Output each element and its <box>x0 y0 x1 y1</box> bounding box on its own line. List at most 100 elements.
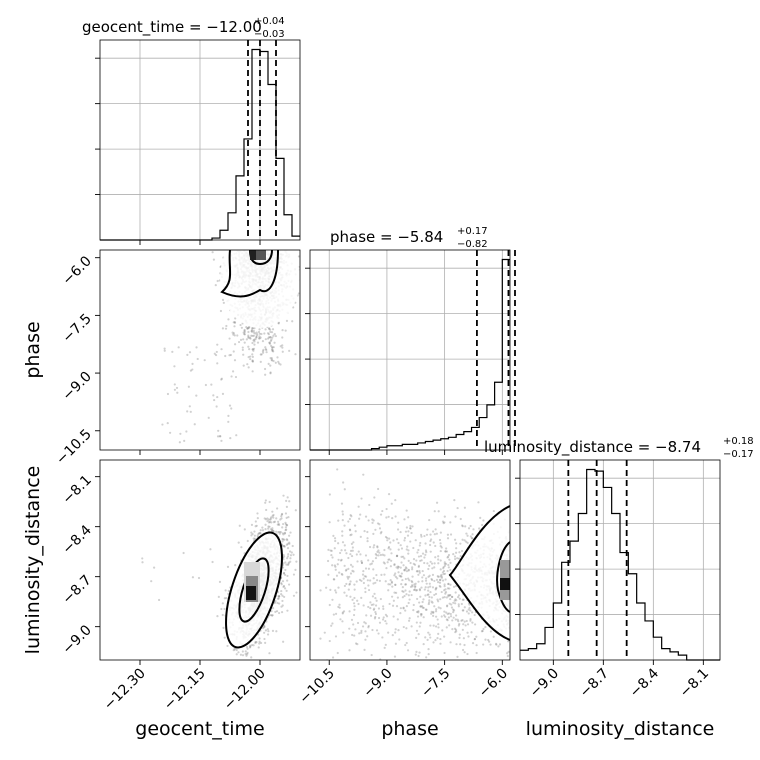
sample-point <box>356 560 359 563</box>
sample-point <box>465 619 468 623</box>
sample-point <box>434 592 438 596</box>
sample-point <box>405 593 408 596</box>
sample-point <box>269 528 273 531</box>
sample-point <box>409 585 413 588</box>
sample-point <box>229 245 231 247</box>
sample-point <box>334 565 337 568</box>
sample-point <box>250 643 254 647</box>
sample-point <box>349 549 353 552</box>
sample-point <box>489 630 493 633</box>
sample-point <box>286 579 289 582</box>
sample-point <box>191 368 194 371</box>
sample-point <box>392 615 395 618</box>
sample-point <box>271 328 275 331</box>
sample-point <box>247 245 249 247</box>
sample-point <box>372 546 375 549</box>
sample-point <box>251 341 254 345</box>
sample-point <box>457 620 460 623</box>
sample-point <box>427 589 430 592</box>
sample-point <box>423 588 426 591</box>
sample-point <box>263 237 265 239</box>
sample-point <box>261 526 264 529</box>
sample-point <box>332 613 335 616</box>
sample-point <box>280 583 283 586</box>
y-tick-label: −9.0 <box>59 622 94 657</box>
sample-point <box>514 556 516 558</box>
sample-point <box>212 258 216 261</box>
sample-point <box>243 341 246 344</box>
sample-point <box>152 566 156 569</box>
sample-point <box>352 541 355 544</box>
sample-point <box>461 609 464 612</box>
sample-point <box>157 598 161 602</box>
sample-point <box>397 541 400 545</box>
sample-point <box>444 550 447 553</box>
sample-point <box>278 523 281 527</box>
sample-point <box>444 615 447 618</box>
sample-point <box>449 533 453 536</box>
sample-point <box>267 525 270 528</box>
sample-point <box>417 610 420 613</box>
sample-point <box>453 627 457 630</box>
sample-point <box>230 375 233 378</box>
sample-point <box>458 551 461 554</box>
sample-point <box>445 626 448 629</box>
sample-point <box>438 538 442 542</box>
sample-point <box>282 584 286 588</box>
sample-point <box>264 346 267 349</box>
sample-point <box>448 594 451 597</box>
sample-point <box>276 523 279 526</box>
sample-point <box>415 589 418 592</box>
sample-point <box>461 628 464 631</box>
sample-point <box>284 561 287 564</box>
sample-point <box>351 569 354 572</box>
sample-point <box>216 395 219 399</box>
sample-point <box>222 663 224 665</box>
sample-point <box>521 537 523 539</box>
sample-point <box>471 642 475 645</box>
sample-point <box>264 373 267 376</box>
sample-point <box>246 247 248 249</box>
sample-point <box>374 553 377 556</box>
sample-point <box>461 673 463 675</box>
sample-point <box>284 568 287 572</box>
sample-point <box>440 546 443 549</box>
sample-point <box>210 383 213 386</box>
sample-point <box>454 591 457 594</box>
sample-point <box>412 558 416 561</box>
sample-point <box>216 435 220 438</box>
sample-point <box>452 611 455 614</box>
sample-point <box>361 573 365 576</box>
sample-point <box>250 230 252 232</box>
sample-point <box>421 600 424 604</box>
sample-point <box>251 244 253 246</box>
sample-point <box>458 622 461 626</box>
sample-point <box>220 607 223 611</box>
sample-point <box>269 372 272 375</box>
sample-point <box>244 650 247 653</box>
sample-point <box>395 538 399 541</box>
sample-point <box>405 526 408 529</box>
sample-point <box>374 610 377 614</box>
sample-point <box>425 550 428 554</box>
sample-point <box>452 585 456 588</box>
sample-point <box>437 600 440 603</box>
sample-point <box>374 581 377 584</box>
sample-point <box>432 530 435 533</box>
sample-point <box>470 537 474 540</box>
sample-point <box>256 333 259 336</box>
sample-point <box>330 624 333 627</box>
sample-point <box>265 351 268 354</box>
sample-point <box>350 533 353 536</box>
sample-point <box>435 578 439 581</box>
sample-point <box>378 523 381 526</box>
sample-point <box>281 346 284 349</box>
sample-point <box>334 568 337 571</box>
sample-point <box>341 519 344 522</box>
sample-point <box>512 505 514 507</box>
sample-point <box>356 621 360 625</box>
sample-point <box>411 581 414 584</box>
sample-point <box>379 553 382 557</box>
sample-point <box>239 247 241 249</box>
sample-point <box>440 575 443 578</box>
